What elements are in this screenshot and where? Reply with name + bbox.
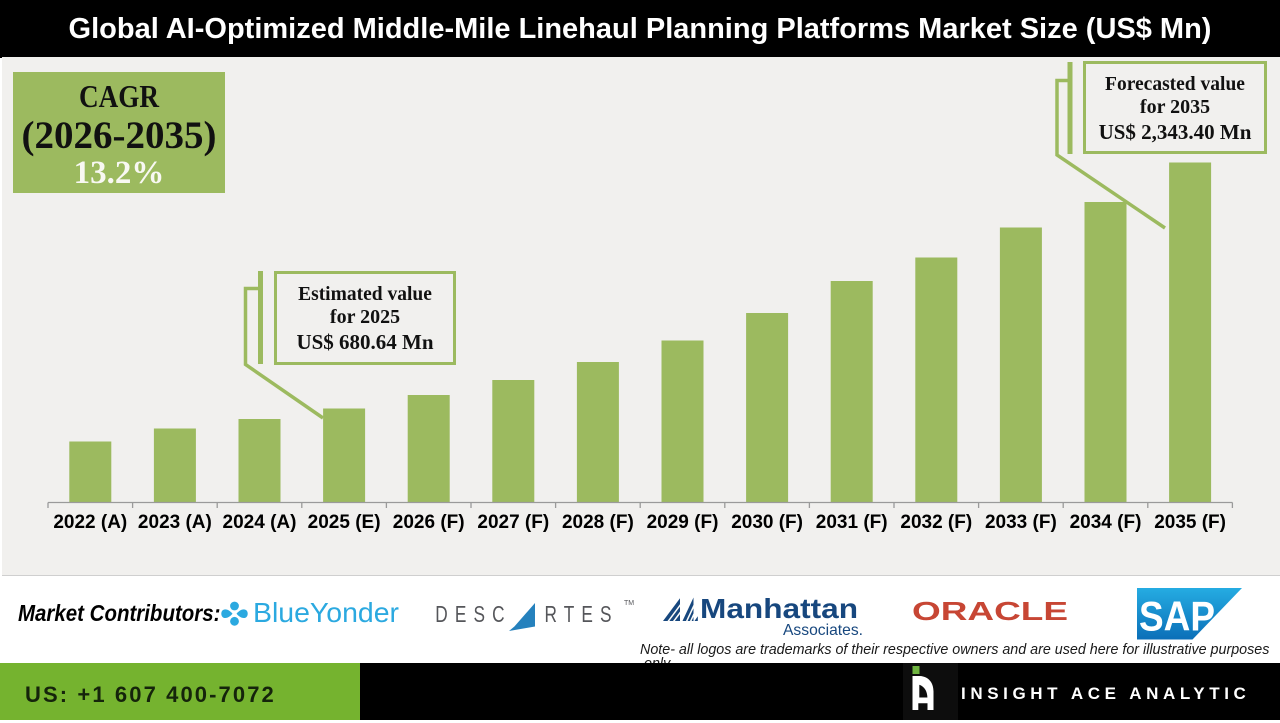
- svg-text:DESC: DESC: [435, 603, 511, 628]
- svg-text:BlueYonder: BlueYonder: [253, 597, 399, 628]
- svg-text:TM: TM: [624, 600, 634, 607]
- svg-text:ORACLE: ORACLE: [912, 596, 1068, 626]
- svg-text:SAP: SAP: [1139, 593, 1215, 640]
- svg-text:RTES: RTES: [545, 603, 619, 628]
- svg-text:Manhattan: Manhattan: [700, 593, 858, 624]
- svg-text:Associates.: Associates.: [783, 622, 863, 639]
